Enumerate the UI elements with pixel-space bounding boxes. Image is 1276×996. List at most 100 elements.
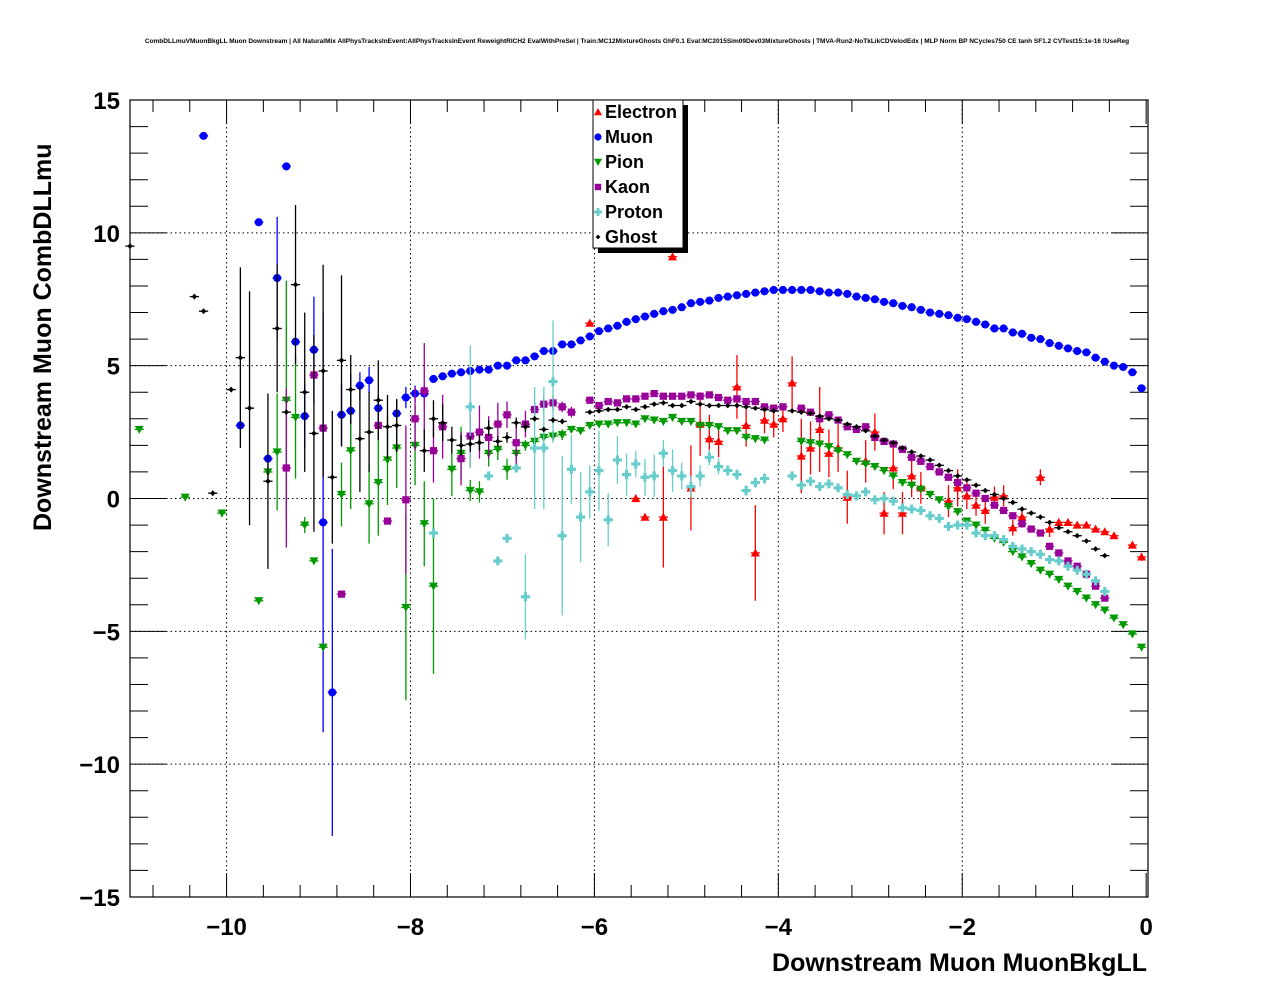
electron-marker (1091, 524, 1101, 533)
pion-marker (612, 419, 622, 428)
kaon-marker (494, 420, 502, 428)
pion-marker (1045, 570, 1055, 579)
ghost-marker (467, 441, 474, 447)
pion-point (428, 498, 439, 674)
muon-marker (916, 305, 925, 314)
pion-point (520, 440, 531, 451)
legend-label-muon: Muon (605, 127, 653, 147)
muon-point (943, 311, 954, 320)
muon-marker (254, 218, 263, 227)
pion-point (907, 481, 917, 490)
pion-point (649, 416, 659, 425)
proton-point (1017, 544, 1027, 554)
ghost-point (989, 491, 1000, 498)
proton-point (612, 436, 622, 484)
kaon-point (336, 590, 347, 598)
muon-point (833, 288, 843, 297)
proton-point (539, 386, 549, 510)
kaon-point (1100, 594, 1110, 602)
kaon-point (925, 463, 935, 471)
ghost-marker (899, 445, 906, 451)
proton-point (1008, 541, 1018, 551)
pion-point (1017, 553, 1027, 562)
proton-point (1054, 556, 1064, 566)
pion-point (180, 493, 190, 502)
pion-point (934, 496, 944, 505)
muon-marker (319, 518, 328, 527)
pion-marker (750, 435, 760, 444)
muon-point (750, 288, 760, 297)
electron-point (1063, 517, 1073, 527)
ghost-point (879, 437, 889, 443)
pion-marker (502, 465, 512, 474)
ghost-marker (734, 402, 740, 409)
kaon-point (934, 468, 944, 476)
proton-point (631, 450, 641, 478)
proton-marker (465, 402, 475, 412)
pion-marker (465, 486, 475, 496)
muon-point (640, 312, 650, 321)
ghost-marker (292, 281, 299, 288)
proton-point (576, 471, 586, 563)
proton-marker (704, 452, 714, 462)
proton-marker (925, 511, 935, 521)
ghost-point (621, 404, 632, 410)
proton-point (861, 487, 871, 497)
pion-point (557, 429, 567, 441)
proton-marker (622, 470, 632, 480)
electron-marker (1137, 552, 1147, 561)
proton-point (907, 504, 917, 514)
ghost-point (686, 398, 696, 405)
muon-marker (760, 287, 769, 296)
muon-marker (567, 340, 576, 349)
pion-marker (309, 557, 319, 566)
kaon-marker (935, 468, 943, 476)
kaon-marker (972, 489, 980, 497)
proton-point (511, 463, 521, 473)
kaon-point (778, 403, 788, 411)
kaon-marker (917, 457, 925, 465)
pion-marker (806, 439, 816, 448)
muon-point (980, 320, 990, 329)
pion-marker (953, 508, 963, 517)
ghost-point (861, 427, 871, 434)
pion-point (732, 427, 742, 436)
proton-point (1072, 565, 1082, 575)
muon-point (1045, 339, 1055, 348)
ghost-point (364, 392, 374, 472)
proton-point (999, 535, 1009, 545)
pion-point (1035, 566, 1046, 575)
ghost-point (1063, 528, 1073, 535)
kaon-marker (337, 590, 346, 598)
kaon-point (732, 395, 742, 403)
proton-marker (824, 479, 834, 489)
ghost-point (851, 423, 862, 430)
pion-marker (603, 420, 613, 429)
legend-marker-kaon (594, 183, 602, 191)
muon-marker (622, 317, 631, 326)
kaon-point (916, 457, 926, 465)
proton-marker (576, 512, 586, 522)
muon-point (401, 386, 411, 409)
kaon-marker (724, 396, 732, 404)
pion-marker (833, 447, 843, 456)
proton-marker (953, 520, 963, 530)
muon-point (530, 352, 540, 361)
electron-point (1136, 552, 1147, 561)
kaon-point (971, 489, 981, 497)
electron-marker (1035, 472, 1045, 481)
ghost-point (493, 436, 503, 447)
ghost-point (1072, 532, 1082, 539)
muon-marker (898, 301, 907, 310)
pion-marker (447, 465, 457, 474)
muon-point (1100, 357, 1110, 366)
kaon-marker (779, 403, 787, 411)
ghost-point (520, 421, 531, 433)
ghost-marker (559, 418, 566, 425)
legend-item-ghost: Ghost (595, 227, 657, 247)
x-axis-label: Downstream Muon MuonBkgLL (772, 949, 1147, 977)
proton-marker (649, 471, 659, 481)
pion-point (824, 443, 834, 452)
ghost-point (447, 426, 457, 454)
electron-marker (806, 443, 816, 452)
